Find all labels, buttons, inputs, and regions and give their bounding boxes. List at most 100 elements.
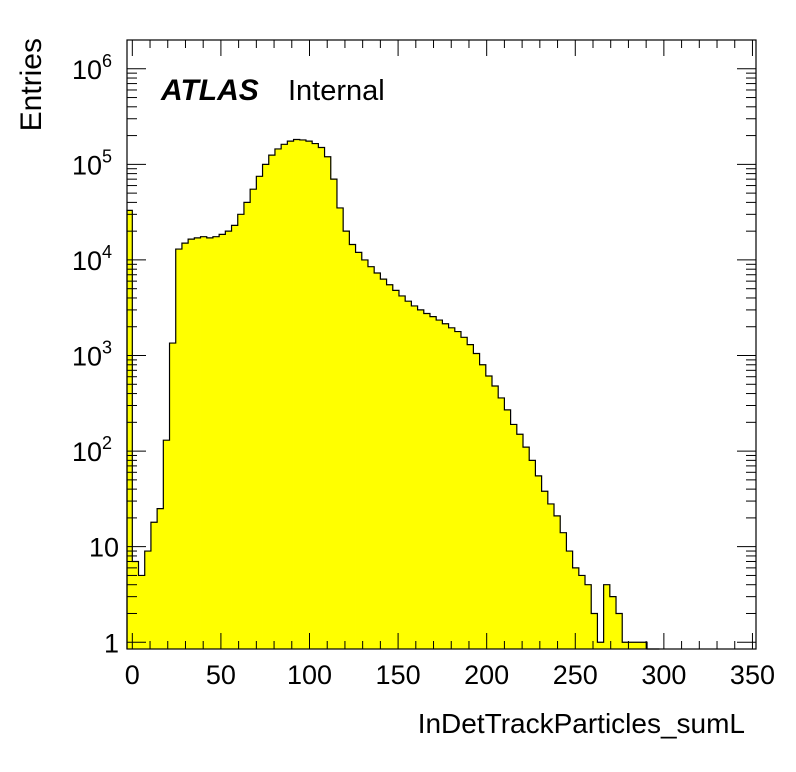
histogram-bar [541,491,549,649]
y-tick-label: 102 [72,433,112,467]
x-tick-label: 350 [730,660,775,690]
histogram-bar [188,239,195,649]
histogram-bar [175,249,183,649]
histogram-bar [349,244,356,649]
histogram-bar [157,508,164,649]
histogram-bar [622,642,629,649]
histogram-bar [454,331,462,649]
y-tick-label: 106 [72,51,112,85]
x-tick-label: 250 [553,660,598,690]
histogram-bar [498,397,505,649]
histogram-bar [609,596,617,649]
histogram-bar [491,385,499,649]
histogram-bar [237,214,245,650]
histogram-bar [330,179,338,649]
histogram-bar [181,243,189,649]
histogram-bar [127,210,133,649]
histogram-bar [299,139,307,649]
histogram-bar [150,522,158,649]
atlas-label: ATLAS [160,74,259,107]
histogram-bar [448,327,456,649]
histogram-bar [144,551,152,649]
histogram-bar [572,567,580,649]
x-tick-label: 150 [376,660,421,690]
x-axis-label: InDetTrackParticles_sumL [418,708,745,739]
histogram-bars [127,139,648,650]
internal-label: Internal [288,75,385,107]
histogram-bar [225,231,232,649]
histogram-bar [200,236,208,650]
histogram-bar [516,434,524,649]
histogram-bar [231,225,239,649]
histogram-bar [361,259,369,649]
y-tick-label: 105 [72,146,112,180]
histogram-bar [367,266,375,649]
histogram-bar [616,613,623,649]
histogram-bar [485,376,493,649]
histogram-bar [554,515,561,649]
histogram-bar [423,313,431,649]
histogram-bar [374,272,381,649]
histogram-bar [256,176,263,649]
histogram-bar [634,642,642,649]
plot-frame [126,39,757,650]
histogram-bar [386,284,394,649]
histogram-bar [417,309,425,649]
histogram-bar [411,305,418,649]
histogram-bar [169,343,177,649]
histogram-bar [547,503,555,649]
histogram-bar [274,148,282,650]
histogram-bar [560,532,567,649]
y-tick-label: 1 [104,628,119,658]
histogram-bar [219,234,226,650]
histogram-bar [442,323,449,649]
histogram-bar [392,290,400,649]
histogram-bar [380,279,387,649]
histogram-bar [591,613,598,649]
histogram-bar [603,584,611,649]
histogram-bar [628,642,636,649]
histogram-bar [429,316,437,649]
histogram-bar [566,551,574,649]
histogram-bar [504,409,512,649]
histogram-bar [585,584,592,649]
x-tick-label: 300 [641,660,686,690]
histogram-bar [343,231,350,649]
x-tick-label: 100 [287,660,332,690]
histogram-bar [597,642,605,649]
histogram-bar [206,237,214,649]
histogram-bar [529,460,536,649]
histogram-bar [250,189,257,649]
histogram-bar [398,295,406,649]
histogram-bar [523,447,530,649]
histogram-bar [293,139,301,649]
x-tick-label: 50 [206,660,236,690]
histogram-bar [138,575,146,649]
y-axis-ticks: 1 10 102 103 104 105 106 [72,39,756,658]
histogram-bar [318,147,325,649]
histogram-bar [535,475,543,649]
histogram-bar [460,337,468,649]
histogram-bar [324,156,332,649]
histogram-bar [436,320,443,649]
histogram-bar [212,236,220,650]
histogram-bar [287,141,294,649]
histogram-bar [194,237,201,649]
histogram-outline [126,138,660,650]
x-tick-label: 0 [125,660,140,690]
histogram-bar [163,440,170,649]
histogram-bar [467,344,474,649]
histogram-bar [578,575,586,649]
histogram-bar [262,164,270,650]
histogram-bar [640,642,648,649]
histogram-bar [405,301,412,649]
histogram-bar [281,144,288,649]
x-axis-ticks: 0 50 100 150 200 250 300 350 [125,40,775,690]
y-tick-label: 10 [89,533,119,563]
histogram-bar [473,353,480,649]
y-tick-label: 103 [72,338,112,372]
histogram-bar [268,155,276,649]
y-tick-label: 104 [72,242,112,276]
histogram-bar [355,252,363,649]
histogram-bar [305,141,313,649]
